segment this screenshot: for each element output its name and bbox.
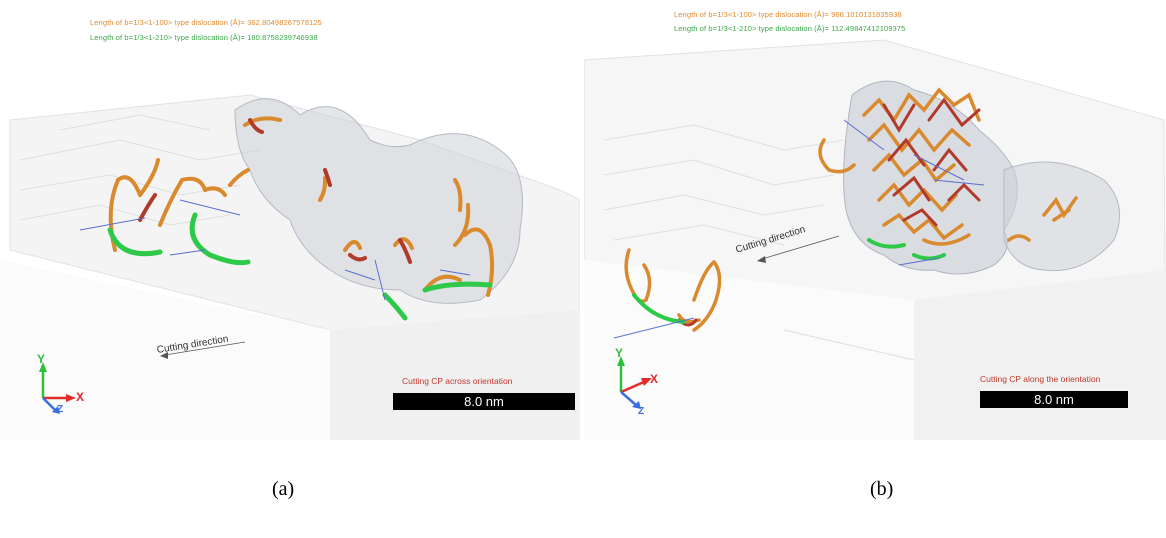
axis-y-b: Y <box>615 346 624 360</box>
caption-a: (a) <box>272 478 295 500</box>
axis-z-b: Z <box>638 406 645 417</box>
orange-dislocations-b <box>624 87 1078 332</box>
render-b <box>584 39 1166 440</box>
axis-x-a: X <box>76 390 85 404</box>
panel-b: Length of b=1/3<1-100> type dislocation … <box>584 0 1166 440</box>
length-green-b: Length of b=1/3<1-210> type dislocation … <box>674 24 906 33</box>
panel-a: Length of b=1/3<1-100> type dislocation … <box>0 0 580 440</box>
burgers-vectors-b <box>613 119 985 339</box>
axis-triad-a <box>39 362 76 414</box>
caption-b: (b) <box>870 478 894 500</box>
red-dislocations-a <box>138 118 412 264</box>
length-green-a: Length of b=1/3<1-210> type dislocation … <box>90 33 318 42</box>
cutting-label-a: Cutting CP across orientation <box>402 376 513 386</box>
axis-triad-b <box>617 356 652 409</box>
axis-x-b: X <box>650 372 659 386</box>
length-orange-b: Length of b=1/3<1-100> type dislocation … <box>674 10 902 19</box>
cutting-arrow-b <box>761 235 840 260</box>
red-dislocations-b <box>677 97 981 327</box>
cutting-arrow-a <box>164 341 246 356</box>
orange-dislocations-a <box>108 116 495 297</box>
render-a <box>0 94 580 440</box>
length-orange-a: Length of b=1/3<1-100> type dislocation … <box>90 18 322 27</box>
scale-bar-b: 8.0 nm <box>980 391 1128 408</box>
green-dislocations-a <box>107 212 493 321</box>
scale-bar-a: 8.0 nm <box>393 393 575 410</box>
burgers-vectors-a <box>79 199 471 301</box>
cutting-label-b: Cutting CP along the orientation <box>980 374 1101 384</box>
axis-y-a: Y <box>37 352 46 366</box>
axis-z-a: Z <box>57 404 64 415</box>
